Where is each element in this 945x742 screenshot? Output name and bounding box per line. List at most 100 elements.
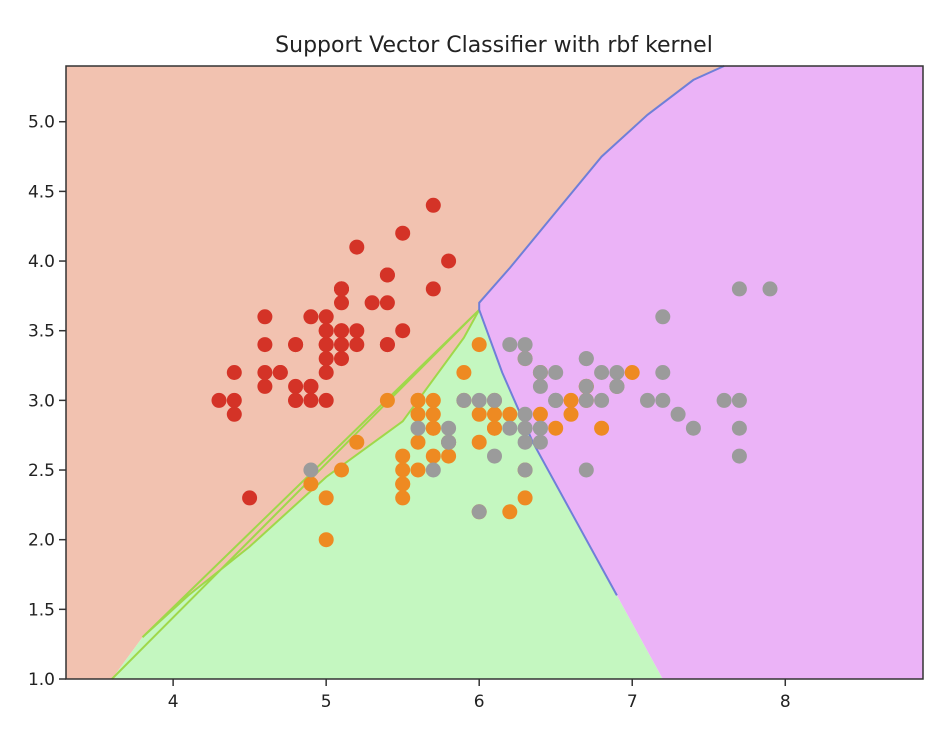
point <box>578 351 594 367</box>
point <box>303 378 319 394</box>
y-tick-label: 1.0 <box>28 670 55 690</box>
point <box>410 434 426 450</box>
point <box>257 365 273 380</box>
point <box>364 295 380 311</box>
point <box>594 420 610 436</box>
point <box>379 267 395 283</box>
point <box>318 337 334 353</box>
point <box>395 225 411 241</box>
y-tick-label: 4.5 <box>28 182 55 202</box>
point <box>471 434 487 450</box>
point <box>640 392 655 408</box>
x-axis: 4 5 6 7 8 <box>168 679 791 712</box>
series-0 <box>211 197 457 506</box>
point <box>655 309 671 325</box>
point <box>441 420 457 436</box>
point <box>334 462 349 478</box>
point <box>487 392 502 408</box>
point <box>532 406 548 422</box>
point <box>288 378 304 394</box>
point <box>548 392 564 408</box>
point <box>471 392 487 408</box>
point <box>349 434 365 450</box>
point <box>731 420 747 436</box>
point <box>517 406 533 422</box>
boundary-red-green <box>111 309 481 680</box>
point <box>425 406 441 422</box>
point <box>395 448 411 464</box>
point <box>563 392 579 408</box>
region-class-1 <box>111 309 663 679</box>
point <box>624 365 640 380</box>
x-tick-label: 5 <box>321 692 332 712</box>
point <box>395 490 411 506</box>
x-tick-label: 6 <box>474 692 485 712</box>
point <box>349 337 365 353</box>
point <box>731 281 747 297</box>
x-tick-label: 8 <box>780 692 791 712</box>
point <box>731 392 747 408</box>
y-axis: 1.0 1.5 2.0 2.5 3.0 3.5 4.0 4.5 5.0 <box>28 113 66 690</box>
point <box>471 504 487 520</box>
point <box>441 253 457 269</box>
point <box>318 532 334 548</box>
point <box>318 392 334 408</box>
point <box>379 392 395 408</box>
point <box>532 365 548 380</box>
point <box>517 490 533 506</box>
point <box>349 239 365 255</box>
point <box>425 392 441 408</box>
point <box>226 392 242 408</box>
y-tick-label: 2.5 <box>28 461 55 481</box>
region-class-2 <box>479 66 923 679</box>
point <box>517 337 533 353</box>
point <box>548 420 564 436</box>
point <box>502 337 518 353</box>
point <box>716 392 732 408</box>
point <box>502 420 518 436</box>
point <box>532 420 548 436</box>
point <box>425 462 441 478</box>
chart-title: Support Vector Classifier with rbf kerne… <box>275 33 713 58</box>
point <box>471 406 487 422</box>
point <box>303 462 319 478</box>
point <box>578 392 594 408</box>
point <box>594 392 610 408</box>
y-tick-label: 4.0 <box>28 252 55 272</box>
point <box>410 392 426 408</box>
data-points <box>211 197 778 548</box>
point <box>211 392 227 408</box>
point <box>425 448 441 464</box>
point <box>609 378 625 394</box>
point <box>456 365 472 380</box>
point <box>517 351 533 367</box>
point <box>288 337 304 353</box>
series-2 <box>303 281 778 520</box>
decision-boundaries <box>111 65 725 680</box>
point <box>257 337 273 353</box>
point <box>318 309 334 325</box>
point <box>441 448 457 464</box>
y-tick-label: 1.5 <box>28 600 55 620</box>
point <box>379 295 395 311</box>
decision-regions <box>66 66 923 679</box>
point <box>578 378 594 394</box>
point <box>425 281 441 297</box>
point <box>532 378 548 394</box>
point <box>762 281 778 297</box>
x-tick-label: 7 <box>627 692 638 712</box>
point <box>226 406 242 422</box>
point <box>257 378 273 394</box>
point <box>410 406 426 422</box>
point <box>334 323 349 339</box>
point <box>441 434 457 450</box>
point <box>487 406 502 422</box>
point <box>487 420 502 436</box>
point <box>334 281 349 297</box>
point <box>395 323 411 339</box>
point <box>685 420 701 436</box>
point <box>349 323 365 339</box>
point <box>502 504 518 520</box>
point <box>410 462 426 478</box>
point <box>517 434 533 450</box>
